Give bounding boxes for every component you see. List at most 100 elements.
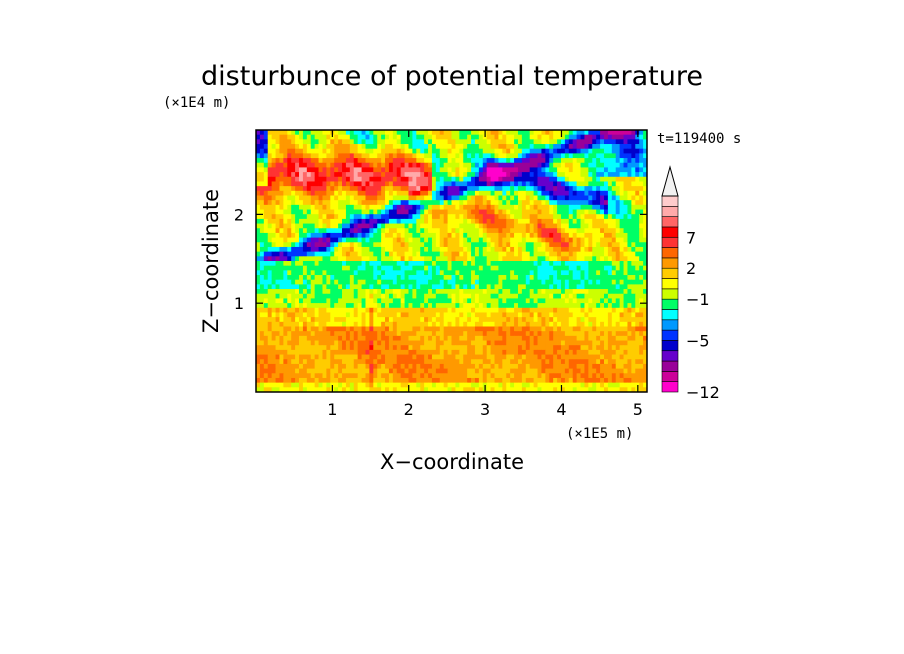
heatmap-cell: [611, 317, 617, 323]
heatmap-cell: [576, 200, 581, 206]
heatmap-cell: [557, 176, 562, 182]
heatmap-cell: [271, 331, 276, 337]
heatmap-cell: [510, 195, 515, 201]
heatmap-cell: [310, 359, 316, 365]
heatmap-cell: [510, 279, 515, 285]
heatmap-cell: [639, 176, 644, 182]
heatmap-cell: [474, 275, 480, 281]
heatmap-cell: [314, 326, 319, 332]
heatmap-cell: [600, 144, 605, 150]
heatmap-cell: [490, 190, 495, 196]
heatmap-cell: [455, 242, 460, 248]
heatmap-cell: [643, 172, 647, 178]
heatmap-cell: [338, 195, 343, 201]
heatmap-cell: [486, 214, 491, 220]
heatmap-cell: [463, 148, 468, 154]
heatmap-cell: [388, 256, 394, 262]
heatmap-cell: [388, 167, 394, 173]
heatmap-cell: [482, 214, 488, 220]
heatmap-cell: [545, 261, 550, 267]
heatmap-cell: [525, 345, 531, 351]
heatmap-cell: [572, 237, 578, 243]
heatmap-cell: [392, 162, 398, 168]
heatmap-cell: [537, 345, 542, 351]
heatmap-cell: [392, 354, 398, 360]
heatmap-cell: [584, 279, 589, 285]
heatmap-cell: [639, 265, 644, 271]
heatmap-cell: [600, 293, 605, 299]
heatmap-cell: [467, 162, 472, 168]
heatmap-cell: [607, 298, 613, 304]
heatmap-cell: [603, 335, 609, 341]
heatmap-cell: [482, 312, 488, 318]
heatmap-cell: [314, 218, 319, 224]
heatmap-cell: [451, 162, 456, 168]
heatmap-cell: [553, 134, 558, 140]
heatmap-cell: [506, 349, 511, 355]
heatmap-cell: [377, 284, 382, 290]
heatmap-cell: [557, 134, 562, 140]
heatmap-cell: [525, 242, 531, 248]
heatmap-cell: [596, 223, 601, 229]
heatmap-cell: [549, 359, 554, 365]
heatmap-cell: [428, 190, 433, 196]
heatmap-cell: [404, 321, 409, 327]
heatmap-cell: [318, 298, 323, 304]
heatmap-cell: [400, 265, 405, 271]
heatmap-cell: [572, 321, 578, 327]
heatmap-cell: [607, 218, 613, 224]
heatmap-cell: [568, 232, 574, 239]
heatmap-cell: [447, 251, 452, 257]
heatmap-cell: [592, 246, 597, 253]
heatmap-cell: [435, 345, 441, 351]
heatmap-cell: [463, 167, 468, 173]
heatmap-cell: [494, 242, 499, 248]
heatmap-cell: [471, 303, 476, 309]
heatmap-cell: [299, 172, 304, 178]
heatmap-cell: [412, 321, 417, 327]
heatmap-cell: [353, 303, 359, 309]
heatmap-cell: [451, 195, 456, 201]
heatmap-cell: [349, 204, 355, 210]
heatmap-cell: [592, 317, 597, 323]
heatmap-cell: [275, 167, 280, 173]
heatmap-cell: [400, 186, 405, 192]
heatmap-cell: [330, 218, 335, 224]
heatmap-cell: [560, 237, 566, 243]
heatmap-cell: [267, 293, 273, 299]
heatmap-cell: [435, 134, 441, 140]
heatmap-cell: [392, 242, 398, 248]
heatmap-cell: [611, 359, 617, 365]
heatmap-cell: [361, 204, 366, 210]
heatmap-cell: [588, 345, 593, 351]
heatmap-cell: [592, 303, 597, 309]
heatmap-cell: [392, 345, 398, 351]
heatmap-cell: [404, 148, 409, 154]
heatmap-cell: [619, 256, 624, 262]
heatmap-cell: [385, 232, 390, 239]
heatmap-cell: [322, 134, 327, 140]
heatmap-cell: [412, 326, 417, 332]
heatmap-cell: [377, 326, 382, 332]
heatmap-cell: [502, 153, 507, 159]
chart-title: disturbunce of potential temperature: [201, 61, 703, 92]
heatmap-cell: [517, 134, 523, 140]
heatmap-cell: [545, 246, 550, 253]
heatmap-cell: [318, 270, 323, 276]
heatmap-cell: [584, 162, 589, 168]
heatmap-cell: [330, 270, 335, 276]
heatmap-cell: [287, 237, 292, 243]
heatmap-cell: [615, 167, 621, 173]
heatmap-cell: [435, 289, 441, 295]
heatmap-cell: [373, 158, 378, 164]
heatmap-cell: [314, 209, 319, 215]
heatmap-cell: [431, 232, 437, 239]
heatmap-cell: [388, 251, 394, 257]
heatmap-cell: [588, 349, 593, 355]
heatmap-cell: [326, 284, 331, 290]
heatmap-cell: [596, 218, 601, 224]
heatmap-cell: [596, 307, 601, 313]
heatmap-cell: [322, 242, 327, 248]
heatmap-cell: [256, 251, 261, 257]
heatmap-cell: [627, 195, 632, 201]
